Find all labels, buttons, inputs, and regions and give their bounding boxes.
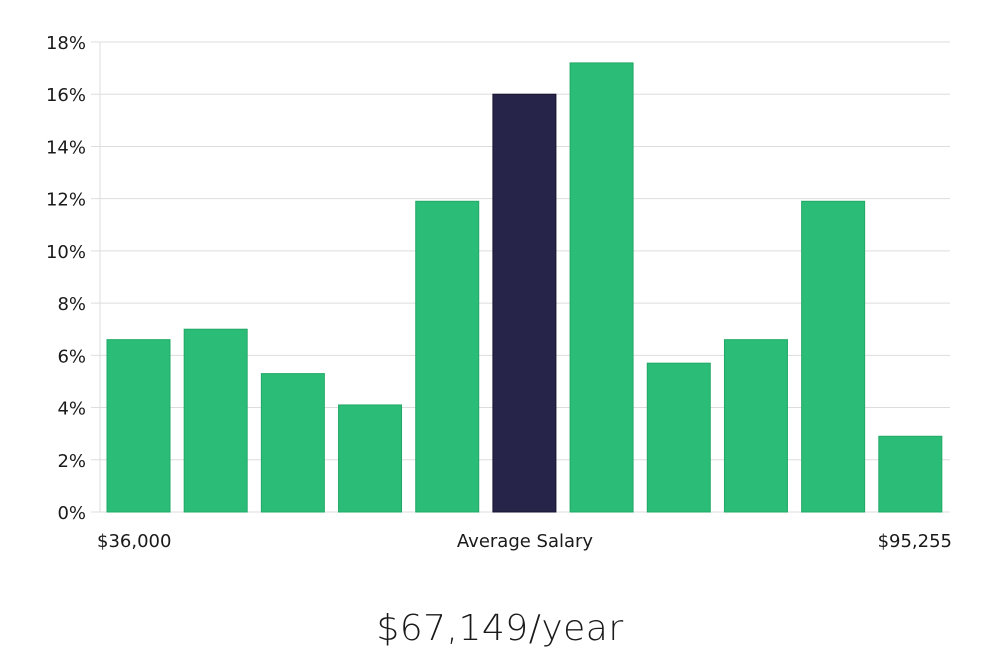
bar-average-salary bbox=[492, 93, 557, 513]
y-tick-label: 8% bbox=[57, 294, 86, 315]
bar bbox=[723, 339, 788, 513]
bar bbox=[338, 404, 403, 513]
y-tick-label: 18% bbox=[46, 33, 86, 54]
bar bbox=[646, 362, 711, 513]
x-axis-min-label: $36,000 bbox=[97, 531, 171, 552]
y-tick-label: 16% bbox=[46, 85, 86, 106]
y-axis-ticks: 0% 2% 4% 6% 8% 10% 12% 14% 16% 18% bbox=[46, 33, 100, 524]
bars bbox=[106, 62, 943, 513]
bar bbox=[801, 200, 866, 513]
bar bbox=[878, 435, 943, 513]
y-tick-label: 10% bbox=[46, 242, 86, 263]
bar bbox=[260, 373, 325, 513]
y-tick-label: 6% bbox=[57, 346, 86, 367]
x-axis-average-label: Average Salary bbox=[457, 531, 594, 552]
x-axis-max-label: $95,255 bbox=[878, 531, 952, 552]
average-salary-headline: $67,149/year bbox=[376, 608, 624, 649]
y-tick-label: 14% bbox=[46, 137, 86, 158]
bar bbox=[183, 328, 248, 513]
y-tick-label: 2% bbox=[57, 451, 86, 472]
bar bbox=[106, 339, 171, 513]
y-tick-label: 4% bbox=[57, 399, 86, 420]
bar bbox=[415, 200, 480, 513]
y-tick-label: 0% bbox=[57, 503, 86, 524]
salary-distribution-chart: 0% 2% 4% 6% 8% 10% 12% 14% 16% 18% $36,000 Averag… bbox=[46, 33, 952, 552]
y-tick-label: 12% bbox=[46, 190, 86, 211]
bar bbox=[569, 62, 634, 513]
